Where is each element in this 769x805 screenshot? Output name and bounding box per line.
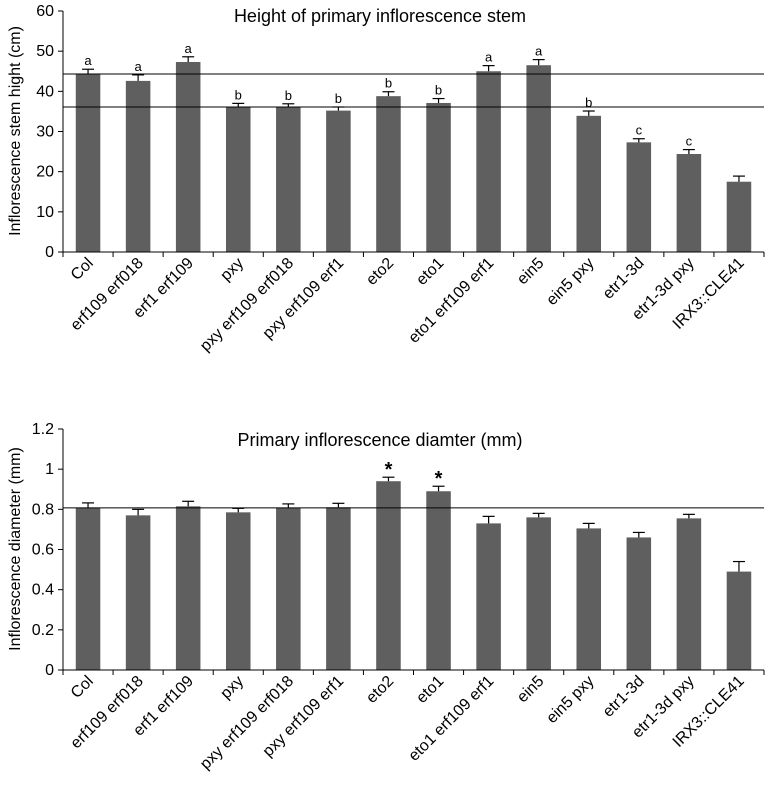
bar — [676, 153, 702, 252]
bar — [225, 106, 251, 252]
significance-label: c — [636, 123, 643, 138]
bar — [326, 110, 351, 252]
x-tick-label: Col — [68, 673, 97, 702]
x-tick-label: eto2 — [363, 673, 397, 707]
significance-label: a — [185, 41, 193, 56]
bar — [576, 528, 602, 670]
significance-label: a — [535, 44, 543, 59]
x-tick-label: Col — [68, 255, 97, 284]
bar — [676, 518, 702, 670]
bar — [225, 512, 251, 670]
diameter-chart: Primary inflorescence diamter (mm) Inflo… — [7, 421, 765, 773]
x-tick-label: pxy erf109 erf018 — [197, 673, 297, 773]
bar — [125, 80, 151, 252]
significance-label: a — [485, 50, 493, 65]
significance-label: b — [385, 76, 392, 91]
x-tick-label: eto1 erf109 erf1 — [406, 673, 498, 765]
bar — [726, 571, 752, 670]
chart-title: Primary inflorescence diamter (mm) — [237, 430, 522, 450]
y-axis-label: Inflorescence diameter (mm) — [7, 447, 24, 651]
y-tick-label: 0 — [45, 662, 54, 679]
significance-label: c — [686, 134, 693, 149]
y-axis-label: Inflorescence stem hight (cm) — [7, 26, 24, 236]
significance-label: a — [84, 53, 92, 68]
y-tick-label: 1.2 — [32, 421, 54, 438]
x-tick-label: pxy — [217, 673, 247, 703]
bar — [576, 115, 602, 253]
significance-label: * — [385, 459, 393, 481]
chart-title: Height of primary inflorescence stem — [234, 6, 526, 26]
x-tick-label: etr1-3d — [600, 673, 648, 721]
bar — [276, 507, 301, 670]
x-tick-label: eto1 — [413, 673, 447, 707]
bar — [476, 523, 501, 670]
x-tick-label: pxy — [217, 255, 247, 285]
x-tick-label: eto1 — [413, 255, 447, 289]
bar — [326, 507, 351, 670]
y-tick-label: 0.4 — [32, 582, 54, 599]
y-tick-label: 20 — [36, 164, 54, 181]
x-tick-label: ein5 pxy — [543, 255, 597, 309]
bar — [476, 71, 501, 252]
y-tick-label: 0.8 — [32, 501, 54, 518]
bar — [276, 107, 301, 253]
significance-label: b — [285, 88, 292, 103]
bar — [75, 74, 101, 252]
x-tick-label: pxy erf109 erf018 — [197, 255, 297, 355]
bar — [75, 507, 101, 670]
bar — [626, 142, 652, 252]
x-tick-label: eto2 — [363, 255, 397, 289]
y-tick-label: 40 — [36, 83, 54, 100]
significance-label: b — [335, 91, 342, 106]
significance-label: a — [134, 59, 142, 74]
x-tick-label: etr1-3d — [600, 255, 648, 303]
significance-label: b — [235, 87, 242, 102]
y-tick-label: 0 — [45, 244, 54, 261]
bar — [726, 181, 752, 252]
y-tick-label: 0.6 — [32, 542, 54, 559]
x-tick-label: eto1 erf109 erf1 — [406, 255, 498, 347]
x-tick-label: ein5 pxy — [543, 673, 597, 727]
y-tick-label: 10 — [36, 204, 54, 221]
x-tick-label: ein5 — [514, 255, 547, 288]
y-tick-label: 30 — [36, 124, 54, 141]
bar — [175, 506, 201, 670]
significance-label: * — [435, 468, 443, 490]
y-tick-label: 0.2 — [32, 622, 54, 639]
significance-label: b — [585, 95, 592, 110]
bar — [376, 481, 401, 670]
bar — [626, 537, 652, 670]
bar — [125, 515, 151, 670]
y-tick-label: 50 — [36, 43, 54, 60]
bar — [426, 491, 451, 670]
bar — [376, 96, 401, 252]
significance-label: b — [435, 83, 442, 98]
bar — [175, 62, 201, 253]
x-tick-label: ein5 — [514, 673, 547, 706]
y-tick-label: 1 — [45, 461, 54, 478]
bar — [526, 65, 551, 252]
bar — [426, 102, 451, 253]
stem-height-chart: Height of primary inflorescence stem Inf… — [7, 3, 765, 355]
y-tick-label: 60 — [36, 3, 54, 20]
bar — [526, 517, 551, 670]
